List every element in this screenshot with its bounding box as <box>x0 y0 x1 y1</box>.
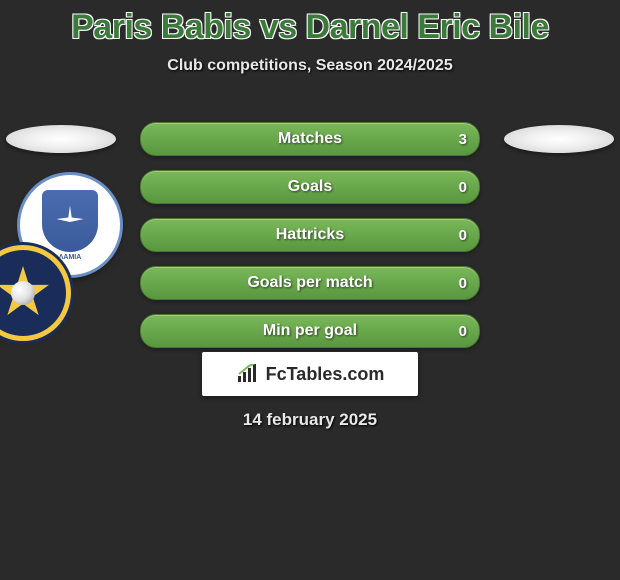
stats-panel: Matches 3 Goals 0 Hattricks 0 Goals per … <box>140 122 480 362</box>
stat-label: Hattricks <box>141 226 479 244</box>
stat-right-value: 3 <box>459 131 467 148</box>
date-text: 14 february 2025 <box>0 410 620 430</box>
stat-row-goals: Goals 0 <box>140 170 480 204</box>
stat-label: Goals per match <box>141 274 479 292</box>
page-subtitle: Club competitions, Season 2024/2025 <box>0 57 620 75</box>
stat-right-value: 0 <box>459 227 467 244</box>
infographic-container: Paris Babis vs Darnel Eric Bile Club com… <box>0 0 620 580</box>
stat-row-goals-per-match: Goals per match 0 <box>140 266 480 300</box>
stat-label: Min per goal <box>141 322 479 340</box>
branding-badge: FcTables.com <box>202 352 418 396</box>
avatar-right-placeholder <box>504 125 614 153</box>
stat-right-value: 0 <box>459 323 467 340</box>
avatar-left-placeholder <box>6 125 116 153</box>
stat-row-matches: Matches 3 <box>140 122 480 156</box>
page-title: Paris Babis vs Darnel Eric Bile <box>0 0 620 47</box>
stat-right-value: 0 <box>459 275 467 292</box>
stat-label: Matches <box>141 130 479 148</box>
stat-label: Goals <box>141 178 479 196</box>
ball-icon <box>11 281 35 305</box>
stat-row-min-per-goal: Min per goal 0 <box>140 314 480 348</box>
branding-text: FcTables.com <box>266 364 385 385</box>
ship-icon <box>53 206 87 236</box>
crest-left-text: ΛΑΜΙΑ <box>59 254 82 261</box>
stat-row-hattricks: Hattricks 0 <box>140 218 480 252</box>
stat-right-value: 0 <box>459 179 467 196</box>
crest-left-shield-icon <box>42 190 98 252</box>
bar-chart-icon <box>236 364 260 384</box>
